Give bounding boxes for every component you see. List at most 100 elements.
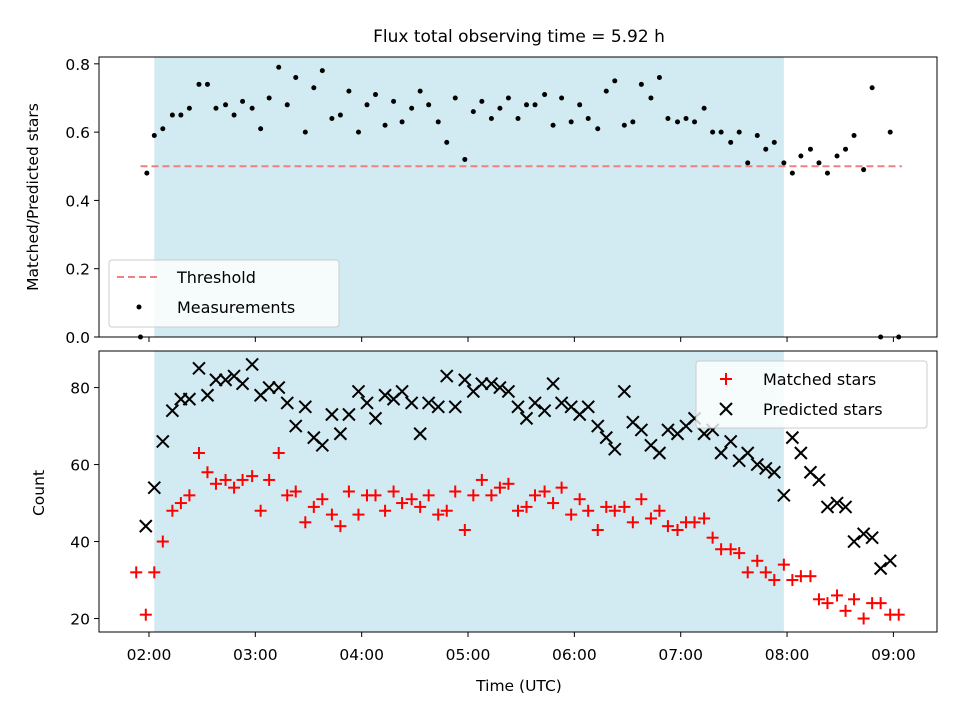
matched-star-point (777, 558, 790, 571)
predicted-star-point (723, 434, 738, 449)
matched-star-point (786, 574, 799, 587)
measurement-point (329, 115, 335, 121)
predicted-star-point (147, 480, 162, 495)
measurement-point (204, 81, 210, 87)
measurement-point (532, 102, 538, 108)
predicted-star-point (156, 434, 170, 449)
predicted-star-point (325, 407, 339, 422)
matched-star-point (573, 493, 586, 506)
matched-star-point (724, 543, 737, 556)
matched-star-point (405, 493, 418, 506)
legend-measurements-swatch (136, 304, 142, 310)
x-tick-label: 09:00 (871, 646, 916, 664)
measurement-point (807, 146, 813, 152)
bottom-y-tick-label: 20 (70, 611, 90, 629)
measurement-point (223, 102, 229, 108)
matched-star-point (379, 504, 392, 517)
predicted-star-point (245, 357, 259, 372)
predicted-star-point (315, 438, 330, 453)
x-tick-label: 02:00 (127, 646, 172, 664)
predicted-star-point (368, 411, 383, 426)
predicted-star-point (235, 377, 250, 391)
measurement-point (683, 115, 689, 121)
predicted-star-point (139, 519, 153, 533)
measurement-point (789, 170, 795, 176)
top-legend: Threshold Measurements (108, 259, 340, 328)
measurement-point (745, 160, 751, 166)
measurement-point (665, 115, 671, 121)
predicted-star-point (883, 554, 897, 568)
matched-star-point (565, 508, 578, 521)
matched-star-point (201, 466, 214, 479)
predicted-star-point (200, 388, 215, 402)
matched-star-point (458, 523, 471, 536)
predicted-star-point (351, 384, 366, 399)
measurement-point (302, 129, 308, 135)
matched-star-point (325, 508, 338, 521)
matched-star-point (839, 604, 852, 617)
measurement-point (346, 88, 352, 94)
top-y-tick-label: 0.2 (65, 261, 90, 279)
bottom-legend-box (695, 360, 928, 429)
predicted-star-point (661, 423, 675, 437)
measurement-point (284, 102, 290, 108)
measurement-point (488, 115, 494, 121)
measurement-point (515, 115, 521, 121)
measurement-point (417, 88, 423, 94)
measurement-point (603, 88, 609, 94)
matched-star-point (831, 589, 844, 602)
predicted-star-point (759, 461, 773, 476)
measurement-point (266, 95, 272, 101)
x-tick-label: 03:00 (233, 646, 278, 664)
predicted-star-point (289, 419, 303, 433)
predicted-star-point (280, 396, 294, 410)
top-plot-panel: 0.00.20.40.60.8 Matched/Predicted stars … (24, 56, 938, 347)
measurement-point (452, 95, 458, 101)
measurement-point (577, 102, 583, 108)
measurement-point (169, 112, 175, 118)
matched-star-point (741, 566, 754, 579)
top-measurement-points (137, 64, 902, 340)
matched-star-point (130, 566, 143, 579)
predicted-star-point (697, 427, 711, 441)
bottom-shaded-region (154, 351, 784, 632)
predicted-star-point (546, 377, 560, 391)
matched-star-point (316, 493, 329, 506)
predicted-star-point (458, 373, 472, 387)
predicted-star-point (421, 396, 436, 410)
x-tick-label: 07:00 (658, 646, 703, 664)
matched-star-point (236, 473, 249, 486)
measurement-point (675, 119, 681, 125)
measurement-point (186, 105, 192, 111)
predicted-star-point (873, 561, 888, 576)
matched-star-point (174, 497, 187, 510)
matched-star-point (414, 500, 427, 513)
top-y-tick-label: 0.8 (65, 56, 90, 74)
x-tick-label: 08:00 (765, 646, 810, 664)
measurement-point (160, 126, 166, 132)
measurement-point (701, 105, 707, 111)
measurement-point (426, 102, 432, 108)
measurement-point (151, 133, 157, 139)
matched-star-point (493, 481, 506, 494)
matched-star-point (281, 489, 294, 502)
x-tick-label: 04:00 (339, 646, 384, 664)
predicted-star-point (617, 384, 632, 399)
legend-matched-label: Matched stars (763, 370, 876, 389)
measurement-point (550, 122, 556, 128)
measurement-point (399, 119, 405, 125)
predicted-star-point (599, 430, 613, 445)
measurement-point (595, 126, 601, 132)
measurement-point (692, 119, 698, 125)
matched-star-point (644, 512, 657, 525)
measurement-point (728, 139, 734, 145)
legend-matched-swatch (720, 373, 732, 385)
predicted-star-point (856, 527, 871, 541)
predicted-star-point (165, 403, 180, 418)
bottom-legend: Matched stars Predicted stars (695, 360, 928, 429)
matched-star-point (352, 508, 365, 521)
matched-star-point (467, 489, 480, 502)
x-tick-label: 05:00 (446, 646, 491, 664)
predicted-star-point (209, 373, 223, 387)
matched-star-point (272, 447, 285, 460)
